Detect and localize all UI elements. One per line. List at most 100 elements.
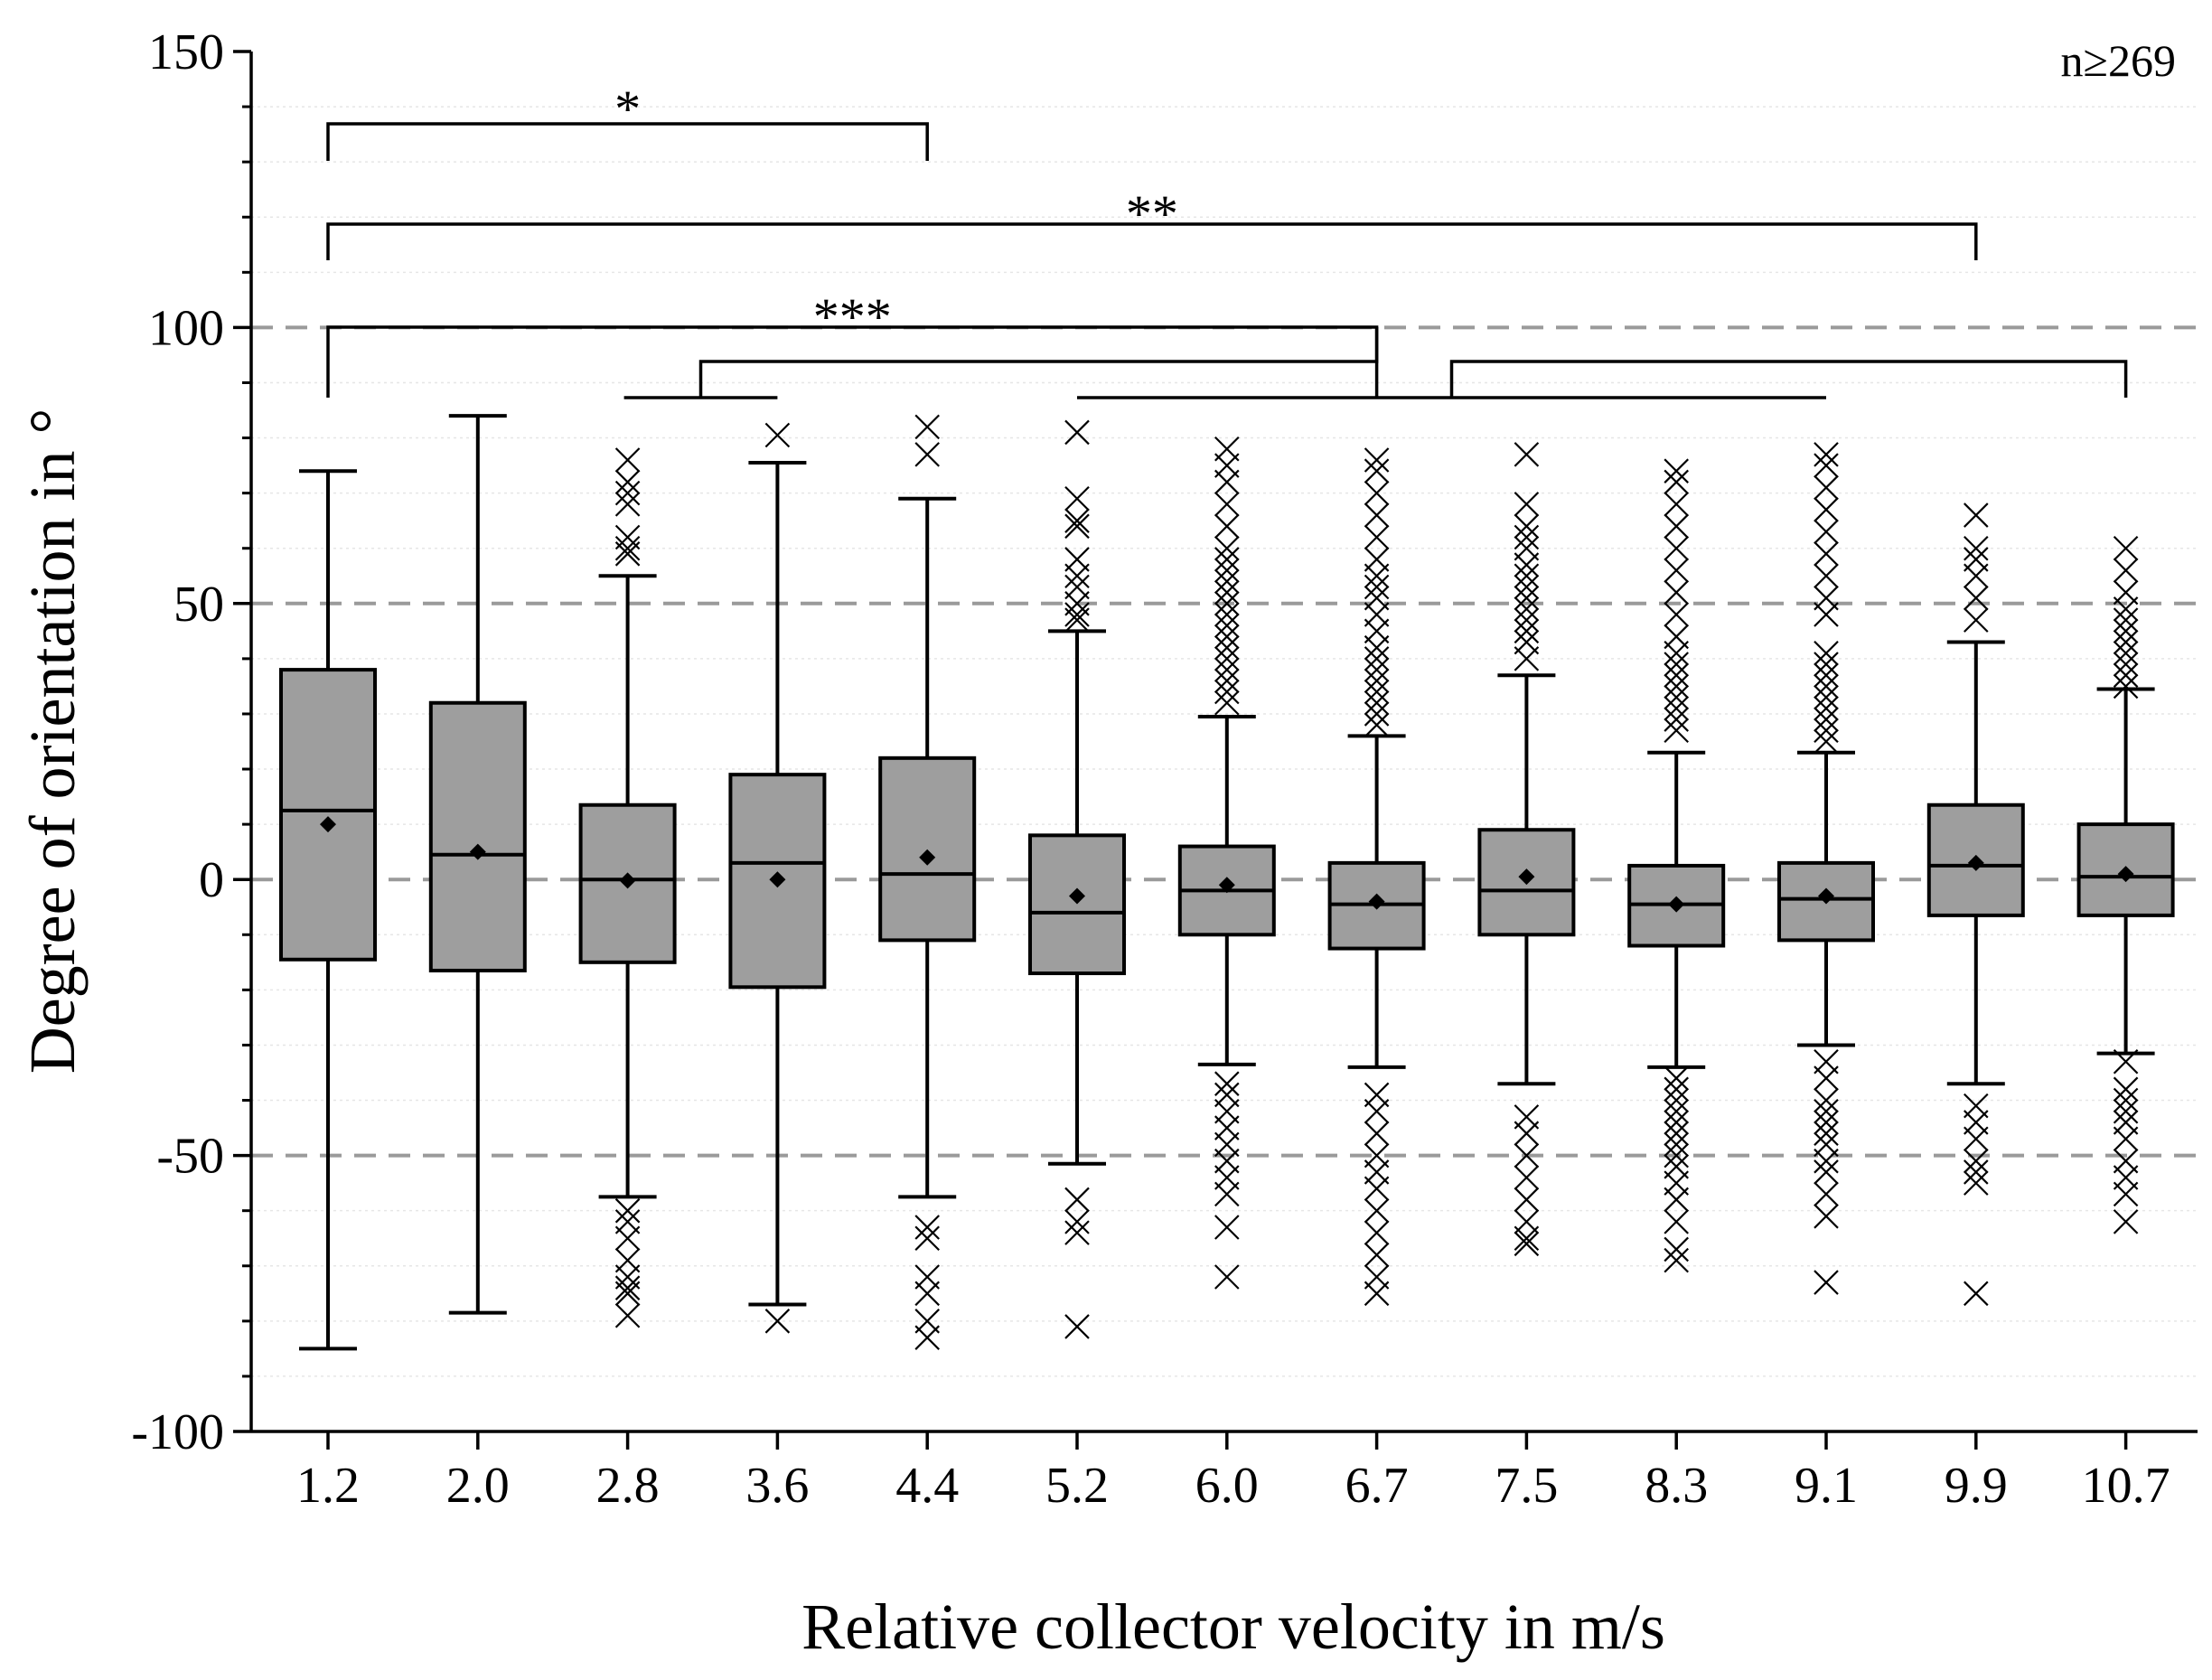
outlier-marker [1364,657,1390,682]
outlier-marker [1814,1087,1839,1113]
outlier-marker [1364,646,1390,671]
box-2.8 [578,447,677,1328]
outlier-marker [614,492,641,517]
outlier-marker [1364,1098,1390,1124]
outlier-marker [1664,1236,1689,1262]
outlier-marker [2113,607,2139,633]
box-3.6 [728,422,827,1334]
outlier-marker [1814,652,1839,677]
outlier-marker [1664,513,1689,540]
x-tick-label: 2.0 [446,1458,510,1514]
outlier-marker [1814,1121,1839,1146]
significance-brackets: ****** [326,80,2128,399]
outlier-marker [1664,1187,1689,1213]
outlier-marker [1514,492,1540,517]
outlier-marker [1364,563,1390,589]
outlier-marker [2113,535,2139,561]
outlier-marker [1814,718,1839,744]
outlier-marker [1664,492,1689,517]
outlier-marker [1964,1148,1989,1174]
outlier-marker [1364,1242,1390,1268]
outlier-marker [1814,1098,1839,1124]
outlier-marker [1364,668,1390,694]
outlier-marker [1964,1170,1989,1196]
outlier-marker [1064,1209,1090,1234]
mean-marker [469,843,486,860]
outlier-marker [1664,707,1689,732]
mean-marker [1518,868,1535,886]
outlier-marker [1364,1197,1390,1224]
outlier-marker [1814,497,1839,522]
outlier-marker [914,414,940,440]
outlier-marker [1814,1110,1839,1135]
outlier-marker [1214,679,1240,705]
outlier-marker [914,442,940,467]
outlier-marker [1364,690,1390,716]
outlier-marker [1364,447,1390,473]
outlier-marker [2113,640,2139,666]
outlier-marker [1364,1281,1390,1307]
mean-marker [1368,893,1385,910]
outlier-marker [1364,502,1390,528]
outlier-marker [1814,1148,1839,1174]
outlier-marker [1364,679,1390,705]
outlier-marker [1814,519,1839,545]
outlier-marker [1664,718,1689,744]
outlier-marker [1514,1142,1540,1168]
outlier-marker [1364,701,1390,727]
outlier-marker [1514,563,1540,589]
x-tick-label: 8.3 [1645,1458,1708,1514]
box-iqr [279,668,377,962]
outlier-marker [1214,634,1240,661]
box-6.0 [1177,436,1276,1290]
mean-marker [1818,887,1834,905]
outlier-marker [614,1302,641,1328]
box-iqr [1926,802,2025,917]
box-9.9 [1926,502,2025,1307]
outlier-marker [764,1309,791,1334]
outlier-marker [1814,662,1839,688]
outlier-marker [1664,1065,1689,1091]
significance-label: *** [813,287,892,346]
outlier-marker [1664,684,1689,710]
outlier-marker [1814,602,1839,627]
mean-marker [2117,866,2134,883]
outlier-marker [1364,712,1390,737]
outlier-marker [1214,492,1240,517]
mean-marker [1668,896,1685,913]
outlier-marker [1364,1176,1390,1202]
box-7.5 [1477,442,1576,1257]
box-2.0 [428,414,527,1315]
outlier-marker [1514,646,1540,671]
outlier-marker [1664,652,1689,677]
outlier-marker [2113,1087,2139,1113]
box-iqr [878,756,977,943]
outlier-marker [1664,535,1689,561]
outlier-marker [1664,602,1689,627]
outlier-marker [1364,480,1390,506]
outlier-marker [1514,1165,1540,1190]
outlier-marker [2113,1209,2139,1234]
outlier-marker [1364,1220,1390,1245]
box-5.2 [1028,419,1126,1339]
outlier-marker [1064,1220,1090,1245]
outlier-marker [1664,1142,1689,1168]
outlier-marker [1214,591,1240,616]
outlier-marker [1364,524,1390,550]
outlier-marker [1214,1264,1240,1290]
outlier-marker [1664,1247,1689,1273]
significance-bracket [326,122,929,161]
outlier-marker [1664,1209,1689,1234]
outlier-marker [1214,602,1240,627]
outlier-marker [2113,618,2139,644]
outlier-marker [1364,634,1390,661]
outlier-marker [1664,1110,1689,1135]
y-tick-label: 150 [148,24,224,80]
outlier-marker [1814,1204,1839,1229]
x-tick-label: 4.4 [895,1458,959,1514]
box-iqr [728,773,827,990]
outlier-marker [914,1225,940,1251]
outlier-marker [1064,607,1090,633]
outlier-marker [614,480,641,506]
outlier-marker [1814,728,1839,755]
